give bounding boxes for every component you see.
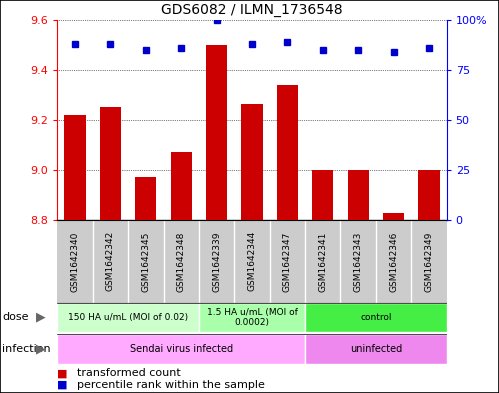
Bar [347,170,369,220]
Text: GSM1642339: GSM1642339 [212,231,221,292]
Bar [135,178,157,220]
Text: GSM1642340: GSM1642340 [70,231,79,292]
Text: 150 HA u/mL (MOI of 0.02): 150 HA u/mL (MOI of 0.02) [68,313,188,322]
Text: GSM1642347: GSM1642347 [283,231,292,292]
Text: 1.5 HA u/mL (MOI of
0.0002): 1.5 HA u/mL (MOI of 0.0002) [207,308,297,327]
Text: control: control [360,313,392,322]
Text: dose: dose [2,312,29,322]
Text: Sendai virus infected: Sendai virus infected [130,344,233,354]
Bar [199,303,305,332]
Text: GSM1642345: GSM1642345 [141,231,150,292]
Text: transformed count: transformed count [77,368,181,378]
Text: uninfected: uninfected [350,344,402,354]
Text: GSM1642344: GSM1642344 [248,231,256,292]
Bar [312,170,333,220]
Bar [277,85,298,220]
Text: GSM1642349: GSM1642349 [425,231,434,292]
Text: ▶: ▶ [36,311,45,324]
Bar [64,115,86,220]
Bar [57,334,305,364]
Bar [242,104,262,220]
Text: GSM1642341: GSM1642341 [318,231,327,292]
Bar [305,334,447,364]
Bar [206,45,227,220]
Bar [100,107,121,220]
Text: ▶: ▶ [36,342,45,355]
Text: GSM1642348: GSM1642348 [177,231,186,292]
Bar [418,170,440,220]
Bar [57,303,199,332]
Text: ■: ■ [57,368,68,378]
Bar [171,152,192,220]
Title: GDS6082 / ILMN_1736548: GDS6082 / ILMN_1736548 [161,3,343,17]
Text: GSM1642343: GSM1642343 [354,231,363,292]
Text: GSM1642346: GSM1642346 [389,231,398,292]
Text: GSM1642342: GSM1642342 [106,231,115,292]
Text: percentile rank within the sample: percentile rank within the sample [77,380,265,390]
Text: infection: infection [2,344,51,354]
Bar [383,213,404,220]
Bar [305,303,447,332]
Text: ■: ■ [57,380,68,390]
